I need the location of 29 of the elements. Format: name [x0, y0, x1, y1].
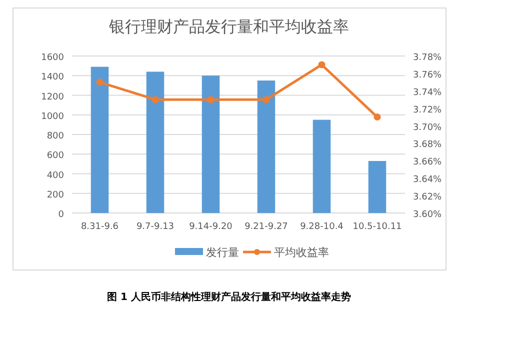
y-tick-label: 600 [46, 151, 64, 162]
y-tick-label: 200 [46, 190, 64, 200]
y2-tick-label: 3.76% [413, 70, 442, 80]
x-tick-label: 9.14-9.20 [189, 222, 233, 232]
y-tick-label: 0 [58, 210, 64, 220]
y2-tick-label: 3.74% [413, 88, 442, 98]
x-tick-label: 9.21-9.27 [244, 222, 288, 232]
chart-title: 银行理财产品发行量和平均收益率 [108, 17, 349, 36]
y-tick-label: 1200 [41, 92, 64, 102]
y2-tick-label: 3.70% [413, 122, 442, 133]
x-tick-label: 9.28-10.4 [300, 222, 344, 232]
legend-label: 发行量 [206, 246, 239, 259]
y-tick-label: 800 [46, 132, 64, 142]
y-tick-label: 1000 [41, 112, 64, 122]
x-tick-label: 9.7-9.13 [136, 222, 174, 232]
x-tick-label: 10.5-10.11 [352, 222, 402, 232]
y2-tick-label: 3.62% [413, 192, 442, 203]
y2-tick-label: 3.68% [413, 140, 442, 150]
y2-tick-label: 3.66% [413, 158, 442, 168]
y-tick-label: 1600 [41, 53, 64, 63]
y-tick-label: 1400 [41, 72, 64, 83]
x-tick-label: 8.31-9.6 [80, 222, 119, 232]
legend-label: 平均收益率 [274, 246, 329, 259]
y2-tick-label: 3.60% [413, 210, 442, 220]
y2-tick-label: 3.72% [413, 105, 442, 116]
caption: 图 1 人民币非结构性理财产品发行量和平均收益率走势 [107, 291, 351, 303]
y2-tick-label: 3.78% [413, 53, 442, 63]
y2-tick-label: 3.64% [413, 175, 442, 186]
y-tick-label: 400 [46, 170, 64, 181]
